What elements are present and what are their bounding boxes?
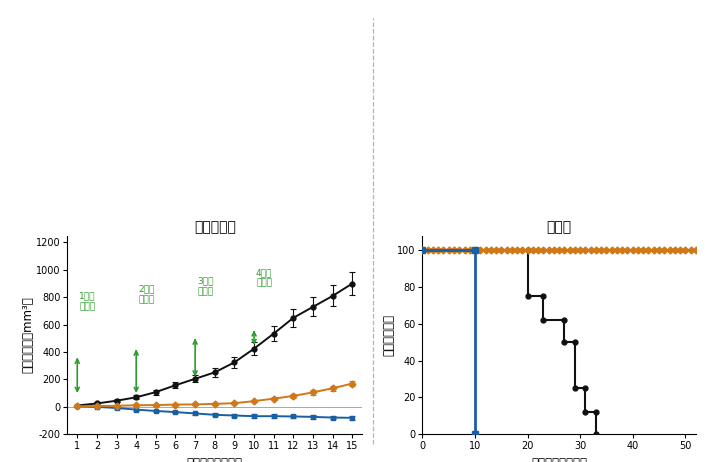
X-axis label: 治療期間（日数）: 治療期間（日数） [531,457,587,462]
Text: 4回目
の注射: 4回目 の注射 [256,268,273,288]
Title: 腦瘍の成長: 腦瘍の成長 [194,220,236,234]
Y-axis label: 生存率（％）: 生存率（％） [383,314,395,356]
Text: 3回目
の注射: 3回目 の注射 [197,276,214,296]
Text: 1回目
の注射: 1回目 の注射 [80,292,96,311]
Title: 生存率: 生存率 [547,220,572,234]
Text: 2回目
の注射: 2回目 の注射 [138,285,155,304]
X-axis label: 治療期間（日数）: 治療期間（日数） [187,457,243,462]
Y-axis label: 腦瘍の成長（mm³）: 腦瘍の成長（mm³） [21,297,35,373]
